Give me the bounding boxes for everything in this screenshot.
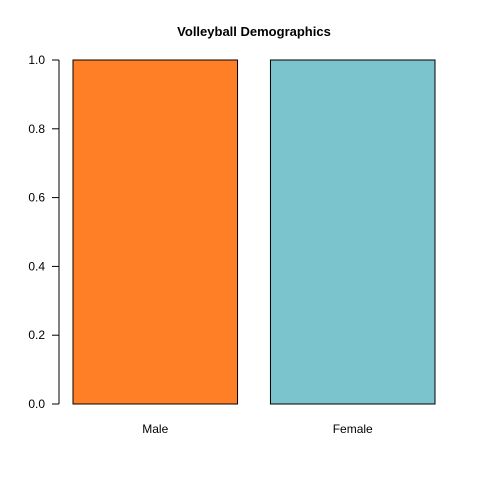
y-tick-label: 0.6 [28, 191, 45, 205]
chart-title: Volleyball Demographics [177, 24, 331, 39]
bar-female [269, 59, 436, 405]
x-category-label: Female [333, 422, 373, 436]
x-axis-labels: Male Female [142, 422, 373, 436]
y-tick-label: 0.8 [28, 122, 45, 136]
x-category-label: Male [142, 422, 168, 436]
y-tick-label: 1.0 [28, 53, 45, 67]
y-axis: 0.0 0.2 0.4 0.6 0.8 1.0 [28, 53, 60, 411]
y-tick-label: 0.0 [28, 397, 45, 411]
y-tick-label: 0.4 [28, 259, 45, 273]
bar-male [72, 59, 239, 405]
y-tick-label: 0.2 [28, 328, 45, 342]
bars-group [72, 59, 436, 405]
